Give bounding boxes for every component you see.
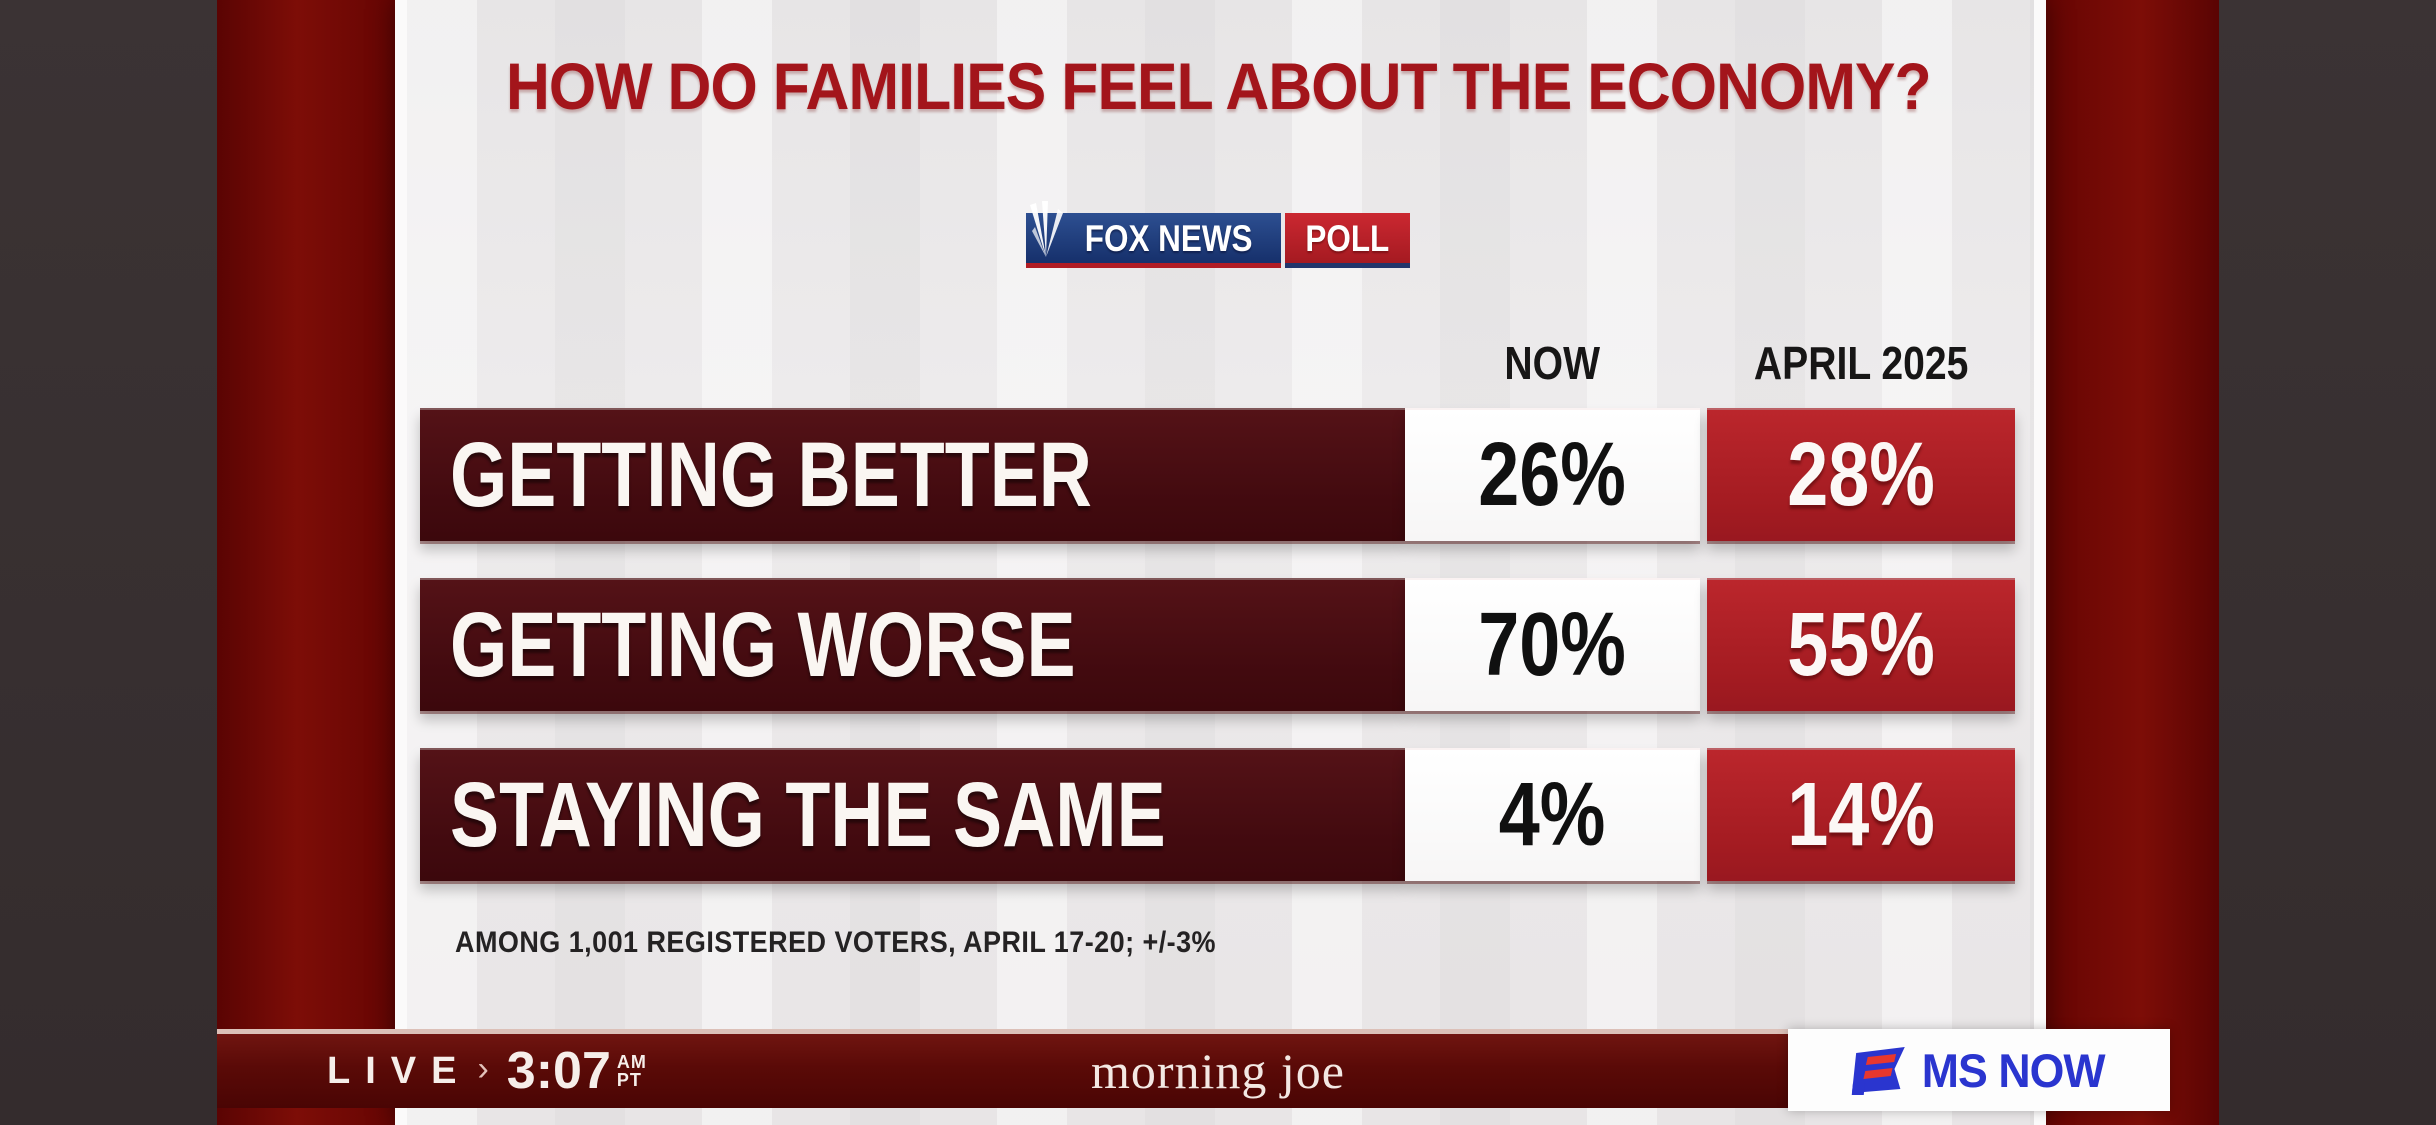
headline: HOW DO FAMILIES FEEL ABOUT THE ECONOMY? <box>0 48 2436 124</box>
column-header-now: NOW <box>1504 337 1601 389</box>
right-red-band <box>2046 0 2219 1125</box>
clock-timezone: PT <box>616 1070 642 1090</box>
graphic-panel <box>395 0 2046 1125</box>
april-value: 14% <box>1707 748 2015 881</box>
headline-text: HOW DO FAMILIES FEEL ABOUT THE ECONOMY? <box>505 49 1932 123</box>
row-label: GETTING BETTER <box>420 408 1405 541</box>
msnow-wordmark: MS NOW <box>1921 1043 2106 1097</box>
poll-badge: POLL <box>1285 213 1411 268</box>
now-value: 26% <box>1405 408 1700 541</box>
left-red-band <box>217 0 395 1125</box>
poll-footnote: AMONG 1,001 REGISTERED VOTERS, APRIL 17-… <box>455 926 1217 959</box>
live-time-bug: LIVE › 3:07 AM PT <box>327 1034 647 1108</box>
table-row: STAYING THE SAME 4% 14% <box>0 748 2436 881</box>
msnow-logo: MS NOW <box>1788 1029 2170 1111</box>
table-row: GETTING BETTER 26% 28% <box>0 408 2436 541</box>
right-gray-strip <box>2219 0 2436 1125</box>
show-logo: morning joe <box>1090 1043 1346 1099</box>
table-row: GETTING WORSE 70% 55% <box>0 578 2436 711</box>
row-label: GETTING WORSE <box>420 578 1405 711</box>
clock-time: 3:07 <box>506 1042 611 1100</box>
lower-third-topline <box>217 1029 1788 1034</box>
poll-label: POLL <box>1305 218 1390 259</box>
april-value: 55% <box>1707 578 2015 711</box>
now-value: 4% <box>1405 748 1700 881</box>
chevron-icon: › <box>477 1049 489 1088</box>
now-value: 70% <box>1405 578 1700 711</box>
fox-news-label: FOX NEWS <box>1084 218 1253 259</box>
clock-meridiem: AM <box>616 1052 647 1072</box>
msnow-flag-icon <box>1851 1047 1905 1095</box>
left-gray-strip <box>0 0 217 1125</box>
fox-news-wordmark: FOX NEWS <box>1025 201 1282 268</box>
live-badge: LIVE <box>327 1049 472 1092</box>
fox-news-poll-logo: FOX NEWS POLL <box>1025 201 1411 268</box>
lower-third-bar: LIVE › 3:07 AM PT morning joe <box>217 1034 1788 1108</box>
april-value: 28% <box>1707 408 2015 541</box>
searchlight-icon <box>1029 201 1063 257</box>
column-header-april-2025: APRIL 2025 <box>1753 337 1969 389</box>
clock-meridiem-timezone: AM PT <box>617 1053 647 1089</box>
row-label: STAYING THE SAME <box>420 748 1405 881</box>
